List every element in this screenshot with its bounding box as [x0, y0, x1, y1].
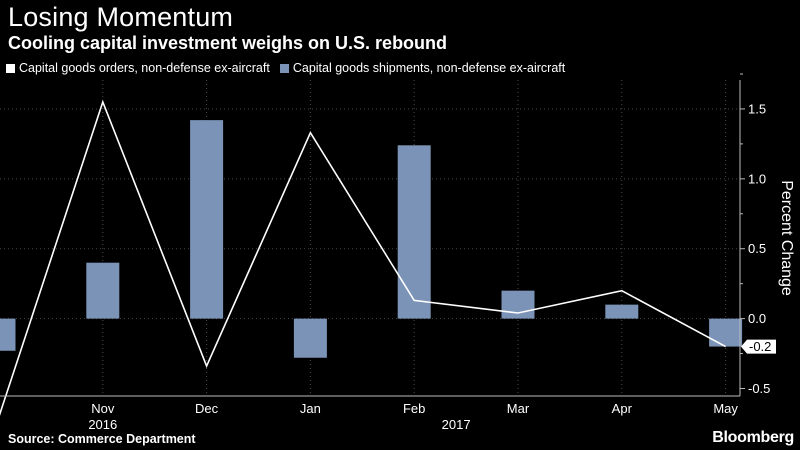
shipments-bar	[86, 262, 120, 319]
y-axis-title: Percent Change	[778, 180, 795, 296]
legend-swatch-orders	[6, 63, 15, 73]
x-year-label: 2016	[88, 417, 117, 432]
y-tick-label: 0.5	[748, 241, 766, 256]
shipments-bar	[709, 318, 743, 347]
x-year-label: 2017	[442, 417, 471, 432]
brand-logo: Bloomberg	[712, 429, 794, 446]
x-tick-label: Nov	[91, 401, 115, 416]
x-tick-label: May	[713, 401, 738, 416]
chart-title: Losing Momentum	[8, 2, 234, 32]
shipments-bar	[0, 318, 16, 351]
legend-item-orders: Capital goods orders, non-defense ex-air…	[6, 61, 270, 75]
shipments-bar	[190, 120, 224, 319]
legend-swatch-shipments	[279, 63, 289, 73]
y-tick-label: 1.0	[748, 171, 766, 186]
legend-item-shipments: Capital goods shipments, non-defense ex-…	[279, 61, 566, 75]
legend-label-shipments: Capital goods shipments, non-defense ex-…	[292, 61, 566, 75]
y-tick-label: 1.5	[748, 101, 766, 116]
shipments-bar	[397, 145, 431, 319]
x-tick-label: Dec	[195, 401, 219, 416]
y-tick-label: -0.5	[748, 381, 770, 396]
source-note: Source: Commerce Department	[8, 432, 196, 446]
x-tick-label: Mar	[507, 401, 530, 416]
x-tick-label: Jan	[300, 401, 321, 416]
shipments-bar	[605, 304, 639, 319]
legend-label-orders: Capital goods orders, non-defense ex-air…	[19, 61, 270, 75]
orders-line	[0, 99, 726, 417]
last-value-label: -0.2	[749, 339, 771, 354]
last-value-callout	[741, 339, 776, 354]
x-tick-label: Feb	[403, 401, 425, 416]
x-tick-label: Apr	[612, 401, 633, 416]
shipments-bar	[501, 290, 535, 319]
y-tick-label: 0.0	[748, 311, 766, 326]
chart-subtitle: Cooling capital investment weighs on U.S…	[8, 33, 448, 53]
shipments-bar	[293, 318, 327, 358]
legend: Capital goods orders, non-defense ex-air…	[6, 61, 575, 75]
